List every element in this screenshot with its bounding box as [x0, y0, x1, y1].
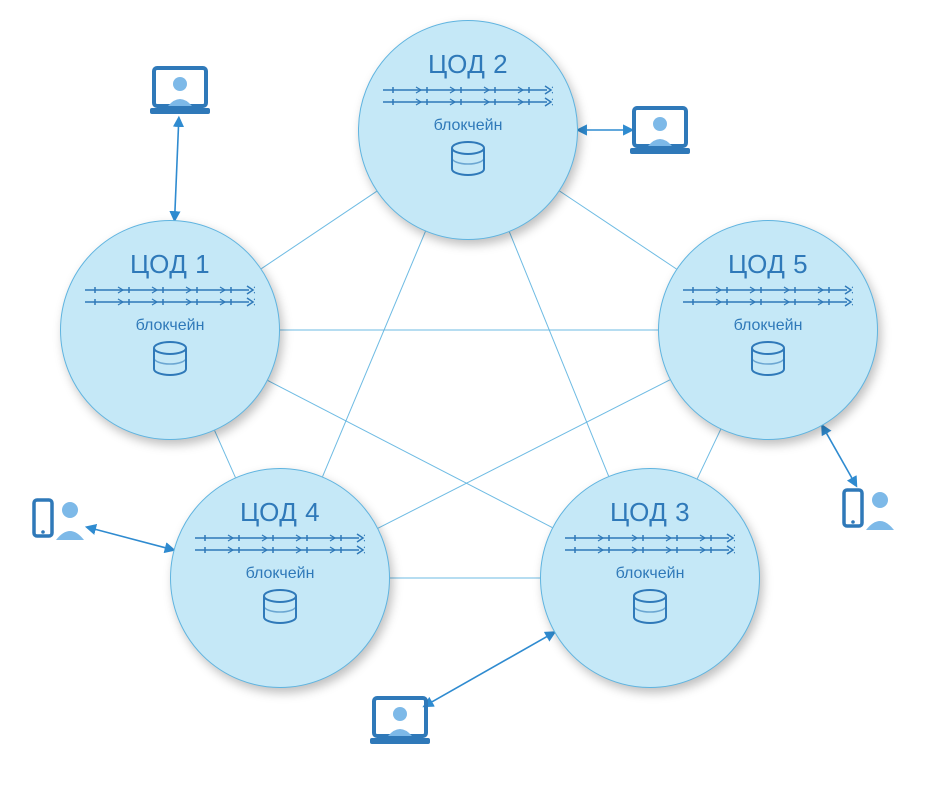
node-title: ЦОД 2 — [428, 49, 508, 80]
user-laptop-icon — [368, 692, 432, 748]
user-link-u4 — [87, 527, 174, 550]
database-glyph — [260, 589, 300, 630]
edge-n2-n4 — [323, 231, 426, 476]
user-u3 — [368, 692, 432, 753]
edge-n2-n3 — [509, 232, 608, 476]
node-sublabel: блокчейн — [734, 317, 803, 335]
node-sublabel: блокчейн — [136, 317, 205, 335]
edge-n2-n5 — [560, 191, 677, 269]
edge-n3-n5 — [697, 429, 720, 478]
database-glyph — [150, 341, 190, 382]
database-icon — [630, 589, 670, 625]
user-link-u1 — [175, 118, 179, 220]
user-link-u3 — [424, 632, 554, 706]
database-glyph — [448, 141, 488, 182]
database-icon — [748, 341, 788, 377]
node-n4: ЦОД 4 блокчейн — [170, 468, 390, 688]
user-laptop-icon — [628, 102, 692, 158]
node-title: ЦОД 1 — [130, 249, 210, 280]
edge-n1-n4 — [215, 431, 236, 478]
user-laptop-icon — [148, 62, 212, 118]
blockchain-glyph — [85, 284, 255, 313]
blockchain-glyph — [683, 284, 853, 313]
node-title: ЦОД 5 — [728, 249, 808, 280]
blockchain-icon — [683, 284, 853, 308]
blockchain-icon — [85, 284, 255, 308]
blockchain-glyph — [195, 532, 365, 561]
node-sublabel: блокчейн — [434, 117, 503, 135]
user-phone-icon — [840, 482, 900, 538]
node-title: ЦОД 3 — [610, 497, 690, 528]
blockchain-glyph — [565, 532, 735, 561]
user-link-u5 — [822, 426, 856, 486]
database-glyph — [630, 589, 670, 630]
user-u4 — [30, 492, 90, 553]
blockchain-icon — [383, 84, 553, 108]
blockchain-icon — [195, 532, 365, 556]
node-n3: ЦОД 3 блокчейн — [540, 468, 760, 688]
blockchain-icon — [565, 532, 735, 556]
node-sublabel: блокчейн — [616, 565, 685, 583]
node-title: ЦОД 4 — [240, 497, 320, 528]
database-icon — [260, 589, 300, 625]
diagram-canvas: ЦОД 1блокчейнЦОД 2блокчейнЦОД 3блокчейнЦ… — [0, 0, 936, 798]
database-icon — [448, 141, 488, 177]
user-u5 — [840, 482, 900, 543]
node-sublabel: блокчейн — [246, 565, 315, 583]
blockchain-glyph — [383, 84, 553, 113]
node-n1: ЦОД 1 блокчейн — [60, 220, 280, 440]
edge-n1-n2 — [261, 191, 376, 268]
node-n2: ЦОД 2 блокчейн — [358, 20, 578, 240]
node-n5: ЦОД 5 блокчейн — [658, 220, 878, 440]
database-icon — [150, 341, 190, 377]
database-glyph — [748, 341, 788, 382]
user-u2 — [628, 102, 692, 163]
user-phone-icon — [30, 492, 90, 548]
user-u1 — [148, 62, 212, 123]
